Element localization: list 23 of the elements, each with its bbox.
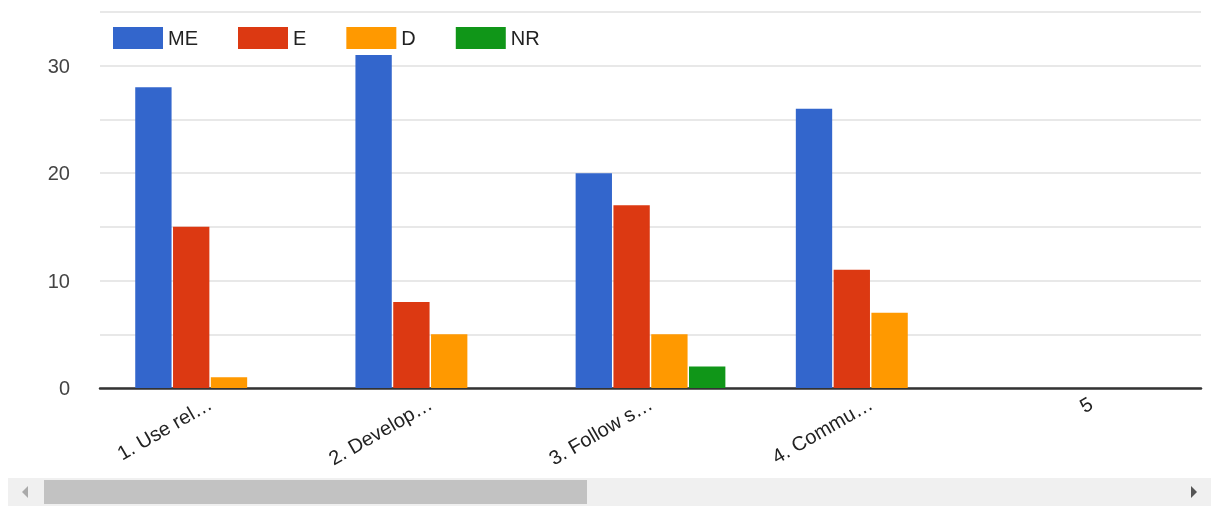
- bar: [135, 87, 172, 388]
- y-tick-label: 20: [47, 162, 70, 185]
- bar: [795, 108, 833, 388]
- bar: [173, 226, 210, 388]
- y-tick-label: 10: [47, 269, 70, 292]
- legend-label: D: [401, 27, 416, 49]
- y-tick-label: 30: [47, 54, 70, 77]
- x-tick-label: 1. Use rel…: [113, 392, 216, 465]
- bar: [651, 334, 688, 388]
- bar: [210, 377, 248, 388]
- legend-label: ME: [168, 27, 198, 49]
- bar: [613, 205, 650, 388]
- x-tick-label: 5: [1075, 392, 1097, 418]
- legend-label: E: [293, 27, 307, 49]
- bar: [393, 302, 430, 388]
- bar: [689, 366, 726, 388]
- bar: [575, 173, 612, 388]
- bar: [871, 312, 908, 388]
- bar: [833, 269, 870, 388]
- y-tick-label: 0: [58, 377, 70, 399]
- bar: [355, 54, 392, 388]
- legend-label: NR: [510, 27, 540, 49]
- bar: [431, 334, 468, 388]
